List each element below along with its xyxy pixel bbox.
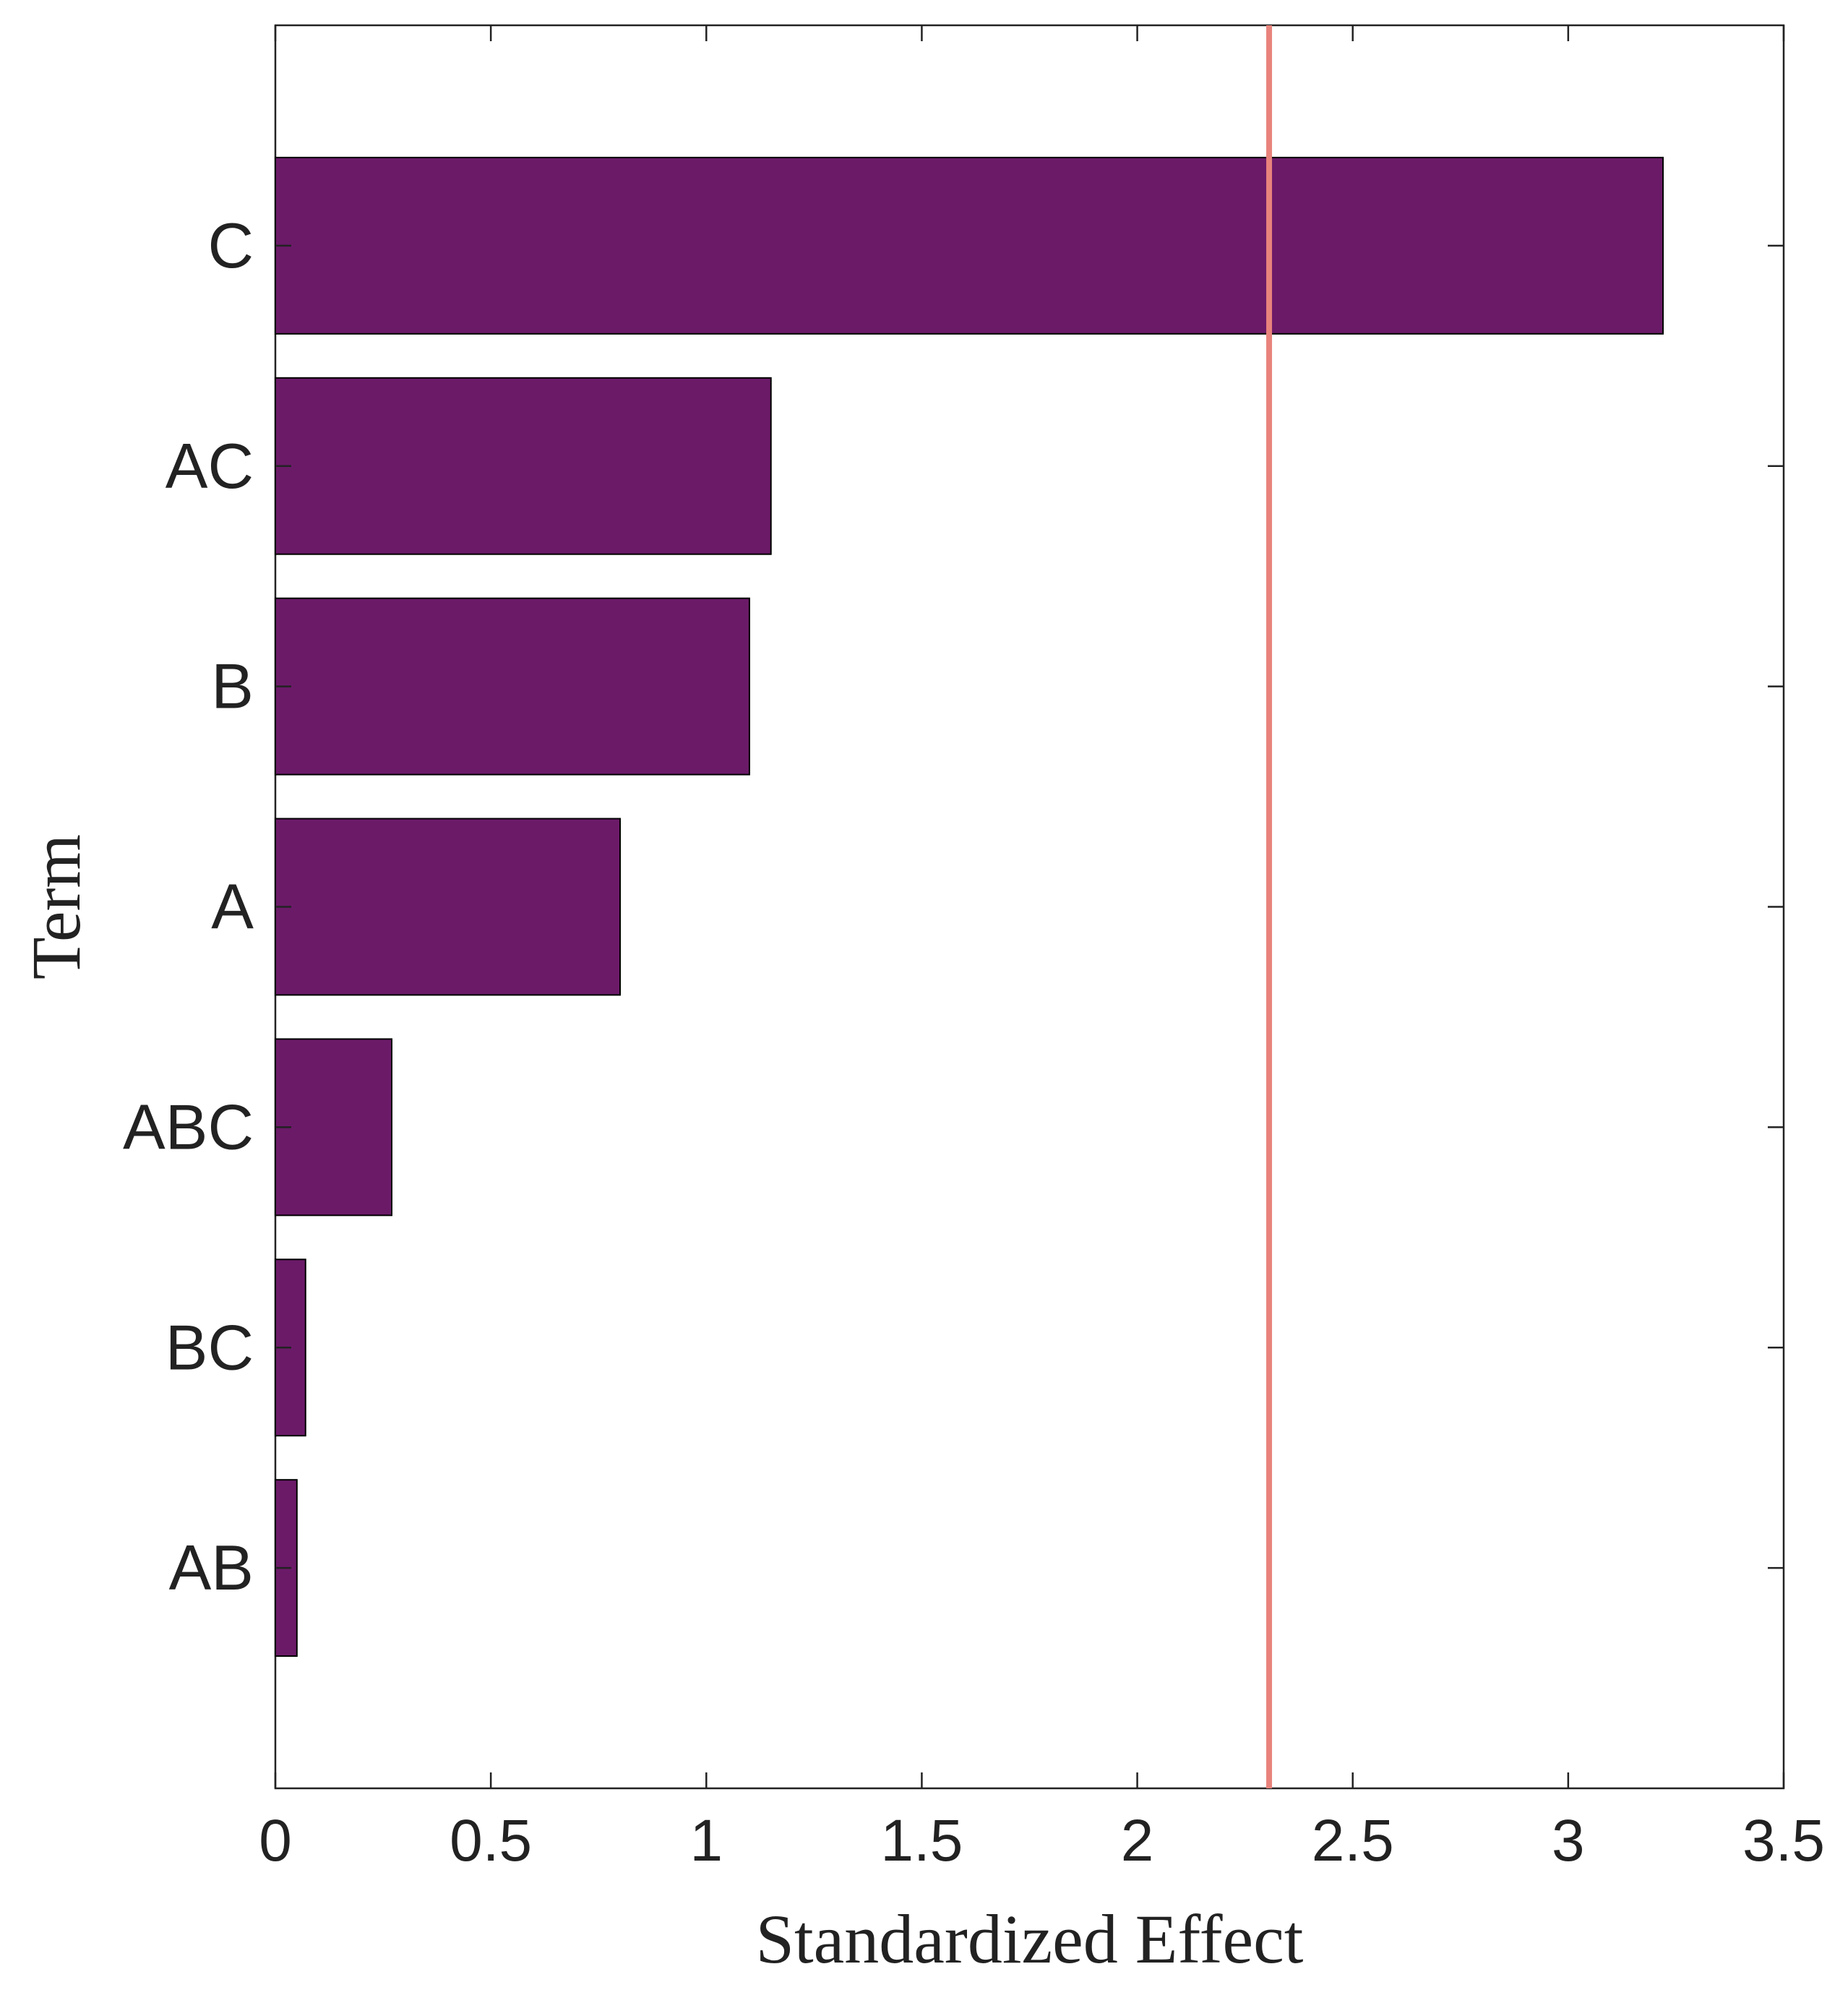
bar-abc — [275, 1038, 392, 1217]
x-tick-label: 3 — [1552, 1808, 1585, 1874]
bar-a — [275, 818, 622, 996]
bar-c — [275, 156, 1664, 335]
bar-group — [275, 156, 1664, 1657]
y-axis-ticks: C AC B A ABC BC AB — [123, 210, 1784, 1603]
bar-b — [275, 597, 750, 776]
x-tick-label: 2 — [1121, 1808, 1154, 1874]
y-tick-label-a: A — [211, 871, 254, 943]
x-tick-label: 0 — [259, 1808, 292, 1874]
x-tick-label: 1.5 — [880, 1808, 963, 1874]
y-tick-label-bc: BC — [166, 1311, 254, 1383]
y-tick-label-c: C — [207, 210, 254, 281]
y-tick-label-b: B — [211, 651, 254, 722]
x-tick-label: 3.5 — [1742, 1808, 1825, 1874]
x-axis-ticks: 0 0.5 1 1.5 2 2.5 3 3.5 — [259, 25, 1825, 1874]
x-tick-label: 1 — [689, 1808, 723, 1874]
y-tick-label-ab: AB — [169, 1532, 254, 1603]
bar-ac — [275, 377, 772, 555]
y-axis-title: Term — [17, 834, 95, 979]
x-tick-label: 0.5 — [450, 1808, 532, 1874]
x-axis-title: Standardized Effect — [756, 1900, 1304, 1978]
x-tick-label: 2.5 — [1312, 1808, 1394, 1874]
y-tick-label-abc: ABC — [123, 1091, 254, 1162]
y-tick-label-ac: AC — [166, 430, 254, 502]
